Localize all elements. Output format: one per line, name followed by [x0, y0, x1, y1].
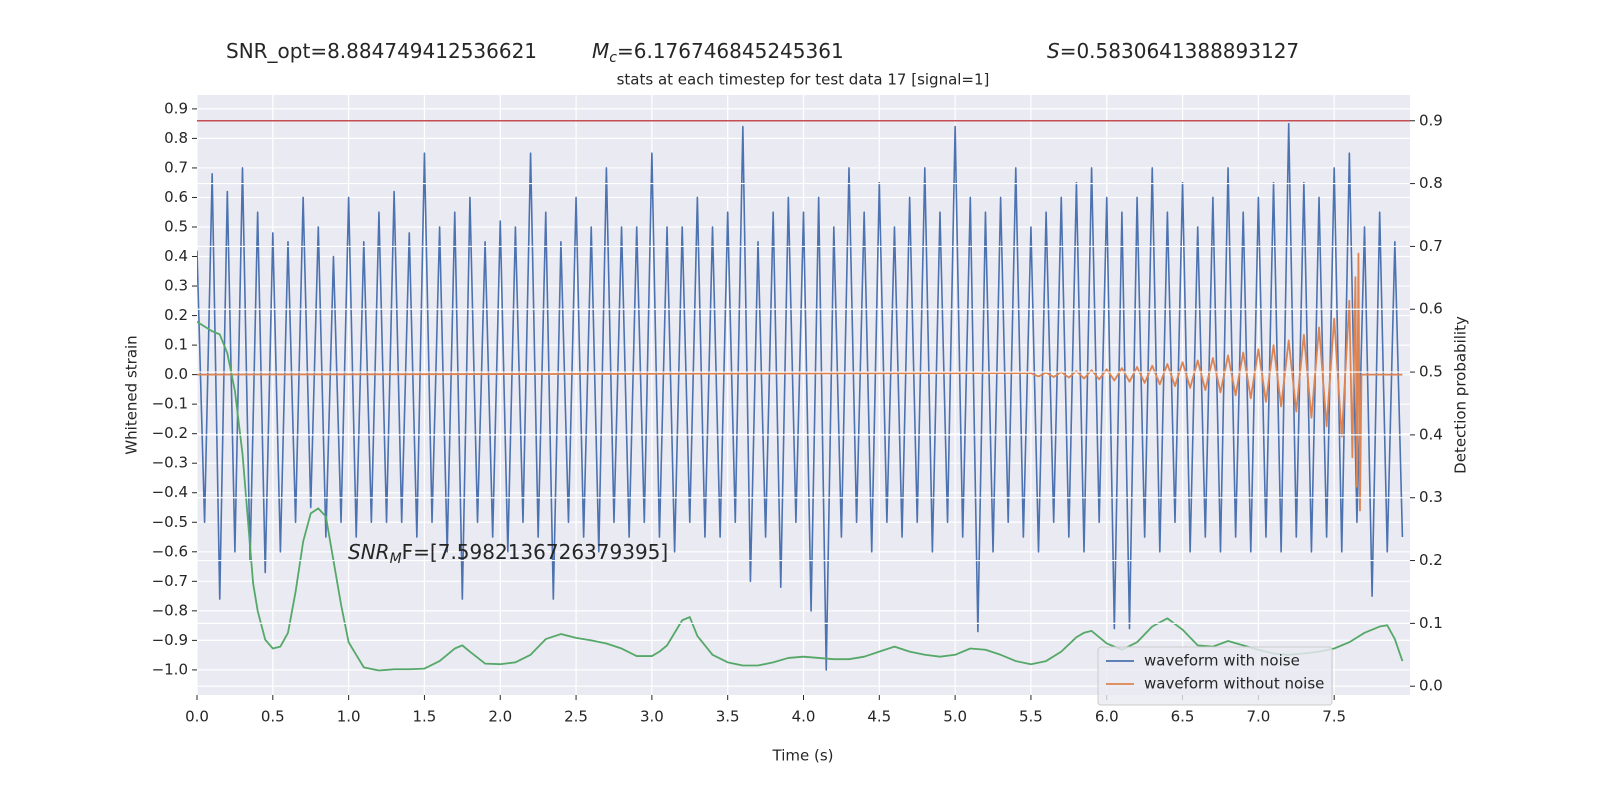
y2-tick-label: 0.0 [1419, 677, 1443, 695]
x-tick-label: 0.5 [261, 708, 285, 726]
y2-axis-label: Detection probability [1452, 316, 1470, 474]
y-tick-label: −0.1 [152, 395, 188, 413]
y2-tick-label: 0.9 [1419, 111, 1443, 129]
x-tick-label: 4.0 [792, 708, 816, 726]
y-tick-label: 0.1 [164, 336, 188, 354]
y2-tick-label: 0.3 [1419, 488, 1443, 506]
annotation-rest: =0.5830641388893127 [1060, 39, 1299, 63]
annotation-main: M [592, 39, 609, 63]
x-tick-label: 3.0 [640, 708, 664, 726]
y-tick-label: 0.2 [164, 306, 188, 324]
annotation-main: S [1047, 39, 1060, 63]
x-axis-label: Time (s) [772, 747, 834, 765]
y-tick-label: −0.2 [152, 424, 188, 442]
x-tick-label: 0.0 [185, 708, 209, 726]
y-tick-label: −0.7 [152, 572, 188, 590]
y-tick-label: −0.9 [152, 631, 188, 649]
y-tick-label: −0.3 [152, 454, 188, 472]
x-tick-label: 5.5 [1019, 708, 1043, 726]
annotation-sub: c [609, 50, 617, 66]
y-tick-label: −1.0 [152, 660, 188, 678]
series-line [197, 321, 1404, 672]
series-line [197, 252, 1403, 512]
annotation-sub: M [390, 551, 402, 567]
annotation: S=0.5830641388893127 [1047, 39, 1299, 63]
x-tick-label: 1.5 [413, 708, 437, 726]
y-tick-label: 0.9 [164, 99, 188, 117]
y-tick-label: 0.0 [164, 365, 188, 383]
y2-tick-label: 0.6 [1419, 300, 1443, 318]
x-tick-label: 4.5 [867, 708, 891, 726]
plot-marks [197, 119, 1410, 687]
annotation-main: SNR [348, 540, 390, 564]
y-tick-label: 0.5 [164, 217, 188, 235]
x-tick-label: 7.5 [1322, 708, 1346, 726]
y2-tick-label: 0.5 [1419, 363, 1443, 381]
y-tick-label: 0.6 [164, 188, 188, 206]
x-tick-label: 2.5 [564, 708, 588, 726]
y-tick-label: 0.4 [164, 247, 188, 265]
y-tick-label: −0.4 [152, 483, 188, 501]
y-tick-label: −0.8 [152, 601, 188, 619]
y-tick-label: 0.3 [164, 277, 188, 295]
y-tick-label: −0.5 [152, 513, 188, 531]
annotation-rest: =6.176746845245361 [617, 39, 844, 63]
x-tick-label: 6.5 [1171, 708, 1195, 726]
y-tick-label: −0.6 [152, 542, 188, 560]
y2-tick-label: 0.1 [1419, 614, 1443, 632]
legend-label: waveform with noise [1144, 652, 1300, 670]
x-tick-label: 6.0 [1095, 708, 1119, 726]
y2-tick-label: 0.8 [1419, 174, 1443, 192]
y-tick-label: 0.8 [164, 129, 188, 147]
annotation: SNRMF=[7.5982136726379395] [348, 540, 668, 568]
annotation: SNR_opt=8.884749412536621 [226, 39, 537, 63]
x-tick-label: 1.0 [337, 708, 361, 726]
legend-label: waveform without noise [1144, 675, 1324, 693]
y-axis-label: Whitened strain [123, 335, 141, 454]
y2-tick-label: 0.7 [1419, 237, 1443, 255]
legend: waveform with noise waveform without nois… [1097, 646, 1333, 706]
y2-tick-label: 0.2 [1419, 551, 1443, 569]
x-tick-label: 3.5 [716, 708, 740, 726]
y-tick-label: 0.7 [164, 158, 188, 176]
x-tick-label: 5.0 [943, 708, 967, 726]
x-tick-label: 7.0 [1246, 708, 1270, 726]
annotation-main: SNR_opt=8.884749412536621 [226, 39, 537, 63]
y2-tick-label: 0.4 [1419, 425, 1443, 443]
annotation-rest: F=[7.5982136726379395] [402, 540, 669, 564]
series-line [197, 122, 1404, 671]
annotation: Mc=6.176746845245361 [592, 39, 844, 67]
legend-box [1097, 646, 1333, 706]
overlay: 0.0 0.5 1.0 1.5 2.0 2.5 3.0 3.5 4.0 4.5 5.0 5.5 6.0 6… [152, 99, 1443, 725]
chart-title: stats at each timestep for test data 17 … [617, 71, 990, 89]
x-tick-label: 2.0 [488, 708, 512, 726]
